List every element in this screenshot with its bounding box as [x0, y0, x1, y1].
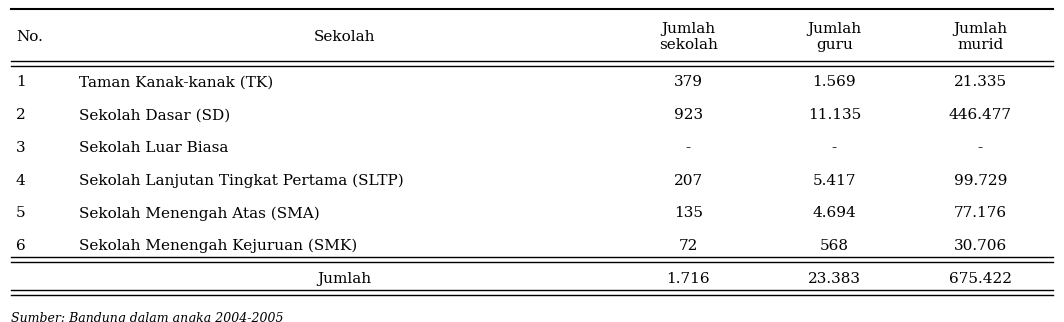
- Text: Taman Kanak-kanak (TK): Taman Kanak-kanak (TK): [79, 75, 272, 90]
- Text: Jumlah
murid: Jumlah murid: [953, 22, 1008, 52]
- Text: -: -: [978, 141, 983, 155]
- Text: 77.176: 77.176: [953, 206, 1007, 220]
- Text: 4.694: 4.694: [813, 206, 857, 220]
- Text: 4: 4: [16, 174, 26, 188]
- Text: 1.716: 1.716: [666, 272, 711, 286]
- Text: 5: 5: [16, 206, 26, 220]
- Text: Sekolah: Sekolah: [314, 30, 376, 44]
- Text: 446.477: 446.477: [949, 108, 1012, 122]
- Text: Sekolah Lanjutan Tingkat Pertama (SLTP): Sekolah Lanjutan Tingkat Pertama (SLTP): [79, 174, 403, 188]
- Text: Jumlah: Jumlah: [317, 272, 371, 286]
- Text: 21.335: 21.335: [953, 75, 1007, 90]
- Text: 99.729: 99.729: [953, 174, 1007, 188]
- Text: Sumber: Bandung dalam angka 2004-2005: Sumber: Bandung dalam angka 2004-2005: [11, 312, 283, 322]
- Text: 675.422: 675.422: [949, 272, 1012, 286]
- Text: 207: 207: [674, 174, 703, 188]
- Text: 568: 568: [820, 239, 849, 253]
- Text: 379: 379: [674, 75, 703, 90]
- Text: 923: 923: [674, 108, 703, 122]
- Text: -: -: [686, 141, 691, 155]
- Text: 5.417: 5.417: [813, 174, 857, 188]
- Text: 3: 3: [16, 141, 26, 155]
- Text: 72: 72: [679, 239, 698, 253]
- Text: 6: 6: [16, 239, 26, 253]
- Text: Sekolah Luar Biasa: Sekolah Luar Biasa: [79, 141, 228, 155]
- Text: 30.706: 30.706: [953, 239, 1007, 253]
- Text: Sekolah Menengah Atas (SMA): Sekolah Menengah Atas (SMA): [79, 206, 319, 221]
- Text: Jumlah
guru: Jumlah guru: [808, 22, 862, 52]
- Text: 11.135: 11.135: [808, 108, 861, 122]
- Text: No.: No.: [16, 30, 43, 44]
- Text: Sekolah Dasar (SD): Sekolah Dasar (SD): [79, 108, 230, 122]
- Text: 2: 2: [16, 108, 26, 122]
- Text: Sekolah Menengah Kejuruan (SMK): Sekolah Menengah Kejuruan (SMK): [79, 239, 356, 253]
- Text: -: -: [832, 141, 837, 155]
- Text: 23.383: 23.383: [808, 272, 861, 286]
- Text: 1.569: 1.569: [813, 75, 857, 90]
- Text: 135: 135: [674, 206, 703, 220]
- Text: Jumlah
sekolah: Jumlah sekolah: [659, 22, 718, 52]
- Text: 1: 1: [16, 75, 26, 90]
